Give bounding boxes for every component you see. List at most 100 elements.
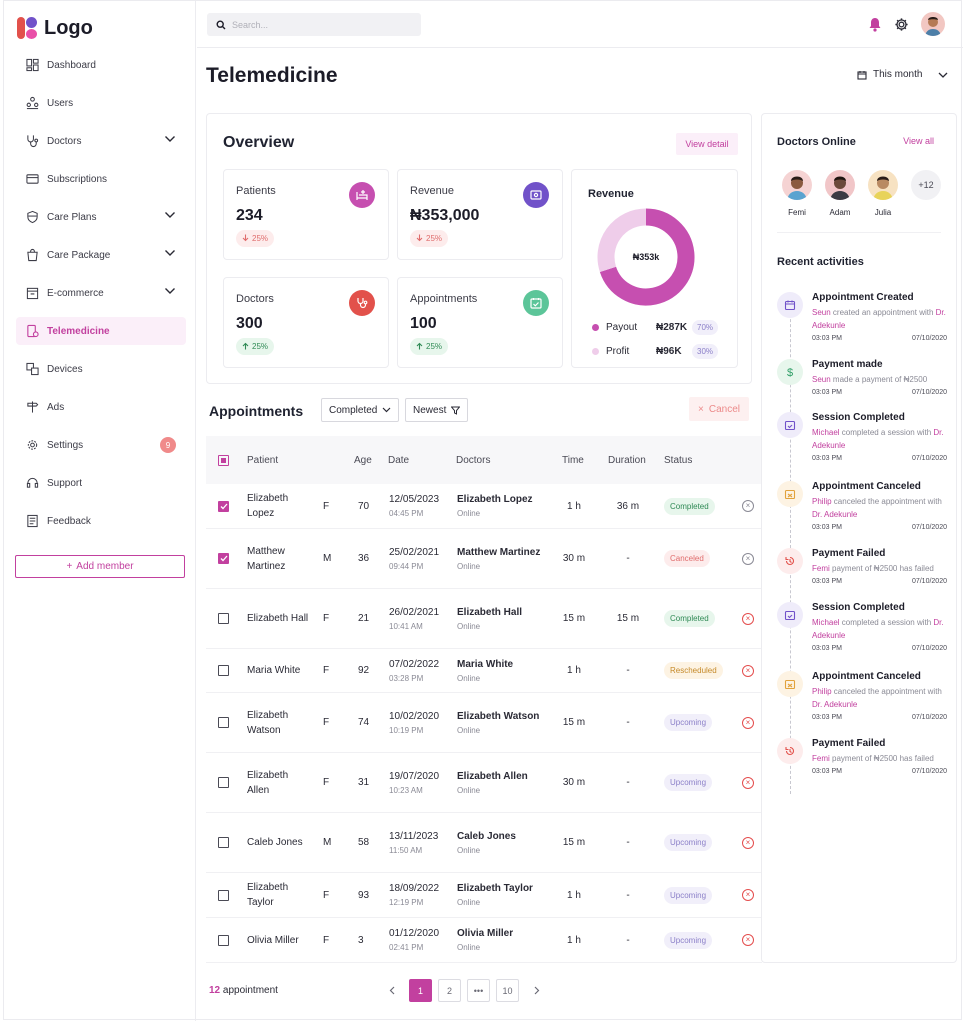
page-ellipsis[interactable]: ••• xyxy=(467,979,490,1002)
activity-actor[interactable]: Femi xyxy=(812,754,830,763)
page-button[interactable]: 10 xyxy=(496,979,519,1002)
appointment-date: 25/02/2021 xyxy=(389,546,440,558)
appointment-count: 12 appointment xyxy=(209,985,278,996)
doctor-online-julia[interactable]: Julia xyxy=(868,170,898,217)
user-avatar[interactable] xyxy=(921,12,945,36)
table-row[interactable]: Maria White F 92 07/02/2022 03:28 PM Mar… xyxy=(206,649,762,693)
activity-title: Appointment Canceled xyxy=(812,671,921,682)
cancel-button[interactable]: × Cancel xyxy=(689,397,749,421)
sidebar-item-e-commerce[interactable]: E-commerce xyxy=(16,279,186,307)
brand-logo[interactable]: Logo xyxy=(17,16,93,40)
row-checkbox[interactable] xyxy=(218,889,229,901)
sidebar-item-dashboard[interactable]: Dashboard xyxy=(16,51,186,79)
sidebar-item-feedback[interactable]: Feedback xyxy=(16,507,186,535)
stat-card-doctors: Doctors 300 25% xyxy=(223,277,389,368)
chevron-down-icon[interactable] xyxy=(164,135,176,146)
table-row[interactable]: Elizabeth Hall F 21 26/02/2021 10:41 AM … xyxy=(206,589,762,649)
close-icon[interactable]: × xyxy=(742,716,754,729)
row-checkbox[interactable] xyxy=(218,553,229,564)
bell-icon[interactable] xyxy=(868,17,882,32)
sidebar-item-ads[interactable]: Ads xyxy=(16,393,186,421)
activity-target[interactable]: Dr. Adekunle xyxy=(812,510,858,519)
activity-actor[interactable]: Femi xyxy=(812,564,830,573)
table-row[interactable]: Elizabeth Taylor F 93 18/09/2022 12:19 P… xyxy=(206,873,762,918)
activity-actor[interactable]: Michael xyxy=(812,428,840,437)
row-checkbox[interactable] xyxy=(218,500,229,512)
sidebar-item-doctors[interactable]: Doctors xyxy=(16,127,186,155)
sidebar-item-care-plans[interactable]: Care Plans xyxy=(16,203,186,231)
activity-actor[interactable]: Seun xyxy=(812,375,831,384)
select-all-checkbox[interactable] xyxy=(218,436,229,484)
col-duration[interactable]: Duration xyxy=(608,454,646,466)
gear-icon[interactable] xyxy=(894,17,909,32)
sidebar-item-settings[interactable]: Settings 9 xyxy=(16,431,186,459)
row-checkbox[interactable] xyxy=(218,717,229,728)
activity-target[interactable]: Dr. Adekunle xyxy=(812,618,944,640)
col-age[interactable]: Age xyxy=(354,454,372,466)
avatar xyxy=(782,170,812,200)
close-icon[interactable]: × xyxy=(742,836,754,849)
row-checkbox[interactable] xyxy=(218,934,229,946)
table-row[interactable]: Elizabeth Watson F 74 10/02/2020 10:19 P… xyxy=(206,693,762,753)
row-checkbox[interactable] xyxy=(218,777,229,788)
sort-dropdown[interactable]: Newest xyxy=(405,398,469,422)
headset-icon xyxy=(26,477,39,490)
activity-actor[interactable]: Michael xyxy=(812,618,840,627)
doctor-online-adam[interactable]: Adam xyxy=(825,170,855,217)
sidebar-item-devices[interactable]: Devices xyxy=(16,355,186,383)
col-status[interactable]: Status xyxy=(664,454,693,466)
patient-sex: F xyxy=(323,777,330,788)
close-icon[interactable]: × xyxy=(742,612,754,625)
close-icon[interactable]: × xyxy=(742,889,754,901)
more-doctors-badge[interactable]: +12 xyxy=(911,170,941,200)
row-checkbox[interactable] xyxy=(218,837,229,848)
table-row[interactable]: Matthew Martinez M 36 25/02/2021 09:44 P… xyxy=(206,529,762,589)
sidebar-item-telemedicine[interactable]: Telemedicine xyxy=(16,317,186,345)
close-icon[interactable]: × xyxy=(742,500,754,512)
close-icon[interactable]: × xyxy=(742,776,754,789)
devices-icon xyxy=(26,362,39,376)
col-doctors[interactable]: Doctors xyxy=(456,454,491,466)
next-page-button[interactable] xyxy=(525,979,548,1002)
sidebar-item-care-package[interactable]: Care Package xyxy=(16,241,186,269)
search-input[interactable]: Search... xyxy=(207,13,421,36)
view-all-link[interactable]: View all xyxy=(903,136,934,146)
close-icon[interactable]: × xyxy=(742,664,754,677)
patient-age: 92 xyxy=(358,665,370,676)
col-time[interactable]: Time xyxy=(562,454,584,466)
close-icon[interactable]: × xyxy=(742,934,754,946)
table-row[interactable]: Elizabeth Lopez F 70 12/05/2023 04:45 PM… xyxy=(206,484,762,529)
table-row[interactable]: Olivia Miller F 3 01/12/2020 02:41 PM Ol… xyxy=(206,918,762,963)
activity-actor[interactable]: Philip xyxy=(812,497,832,506)
close-icon[interactable]: × xyxy=(742,552,754,565)
activity-target[interactable]: Dr. Adekunle xyxy=(812,700,858,709)
activity-actor[interactable]: Seun xyxy=(812,308,831,317)
sidebar-item-support[interactable]: Support xyxy=(16,469,186,497)
col-date[interactable]: Date xyxy=(388,454,410,466)
prev-page-button[interactable] xyxy=(380,979,403,1002)
doctor-online-femi[interactable]: Femi xyxy=(782,170,812,217)
activity-actor[interactable]: Philip xyxy=(812,687,832,696)
sidebar-item-users[interactable]: Users xyxy=(16,89,186,117)
doctor-status: Online xyxy=(457,673,481,683)
sidebar-item-subscriptions[interactable]: Subscriptions xyxy=(16,165,186,193)
stat-value: 234 xyxy=(236,207,263,224)
add-member-button[interactable]: + Add member xyxy=(15,555,185,578)
chevron-down-icon[interactable] xyxy=(164,249,176,260)
col-patient[interactable]: Patient xyxy=(247,454,279,466)
activity-target[interactable]: Dr. Adekunle xyxy=(812,308,946,330)
view-detail-button[interactable]: View detail xyxy=(676,133,738,155)
row-checkbox[interactable] xyxy=(218,665,229,676)
patient-name: Maria White xyxy=(247,665,301,676)
table-row[interactable]: Caleb Jones M 58 13/11/2023 11:50 AM Cal… xyxy=(206,813,762,873)
chevron-down-icon[interactable] xyxy=(164,287,176,298)
page-button[interactable]: 2 xyxy=(438,979,461,1002)
page-button[interactable]: 1 xyxy=(409,979,432,1002)
chevron-down-icon[interactable] xyxy=(164,211,176,222)
activity-target[interactable]: Dr. Adekunle xyxy=(812,428,944,450)
row-checkbox[interactable] xyxy=(218,613,229,624)
stat-label: Patients xyxy=(236,185,276,197)
table-row[interactable]: Elizabeth Allen F 31 19/07/2020 10:23 AM… xyxy=(206,753,762,813)
status-filter-dropdown[interactable]: Completed xyxy=(321,398,400,422)
period-select[interactable]: This month xyxy=(857,69,950,80)
